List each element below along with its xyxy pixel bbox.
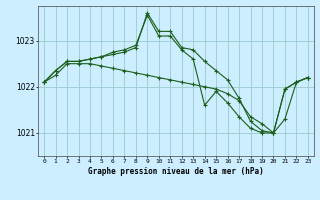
X-axis label: Graphe pression niveau de la mer (hPa): Graphe pression niveau de la mer (hPa) [88,167,264,176]
